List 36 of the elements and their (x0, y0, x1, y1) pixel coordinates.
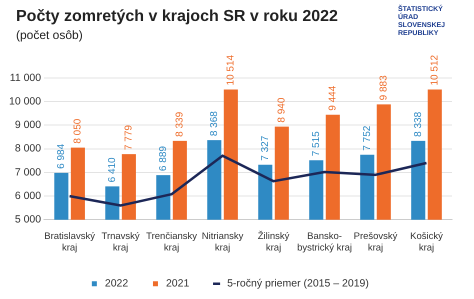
x-tick-label: Trnavský kraj (102, 231, 140, 254)
legend-label: 2022 (104, 278, 128, 290)
data-label: 6 889 (158, 146, 170, 172)
legend-label: 5-ročný priemer (2015 – 2019) (227, 278, 369, 290)
y-tick-label: 10 000 (8, 96, 42, 108)
chart-subtitle: (počet osôb) (16, 28, 83, 42)
x-tick-label: Žilinský kraj (258, 230, 290, 254)
data-label: 7 752 (362, 125, 373, 151)
legend-label: 2021 (166, 278, 190, 290)
y-tick-label: 5 000 (14, 214, 42, 226)
y-tick-label: 8 000 (14, 142, 42, 155)
chart-title: Počty zomretých v krajoch SR v roku 2022 (16, 8, 338, 26)
x-tick-label: Nitriansky kraj (202, 231, 244, 254)
data-label: 8 050 (72, 118, 84, 144)
x-tick-label: Prešovský kraj (354, 231, 398, 254)
data-label: 8 940 (276, 97, 288, 123)
data-label: 7 515 (311, 130, 322, 156)
x-tick-label: Bratislavský kraj (44, 231, 96, 254)
y-tick-label: 9 000 (14, 119, 42, 132)
data-label: 8 368 (209, 110, 220, 136)
data-label: 8 339 (174, 111, 186, 137)
y-tick-label: 11 000 (10, 72, 42, 84)
data-label: 9 444 (328, 85, 339, 111)
x-tick-label: Trenčiansky kraj (146, 231, 198, 254)
data-label: 7 779 (124, 124, 135, 150)
x-tick-label: Bansko-bystrický kraj (297, 231, 352, 254)
data-label: 10 514 (226, 54, 237, 86)
x-tick-label: Košický kraj (410, 231, 444, 254)
data-label: 7 327 (260, 135, 272, 161)
data-label: 10 512 (430, 54, 441, 86)
y-tick-label: 6 000 (14, 190, 42, 202)
data-label: 6 410 (107, 156, 118, 182)
data-label: 9 883 (378, 74, 390, 100)
data-label: 8 338 (412, 111, 424, 137)
y-tick-label: 7 000 (14, 166, 42, 178)
data-label: 6 984 (56, 143, 68, 169)
